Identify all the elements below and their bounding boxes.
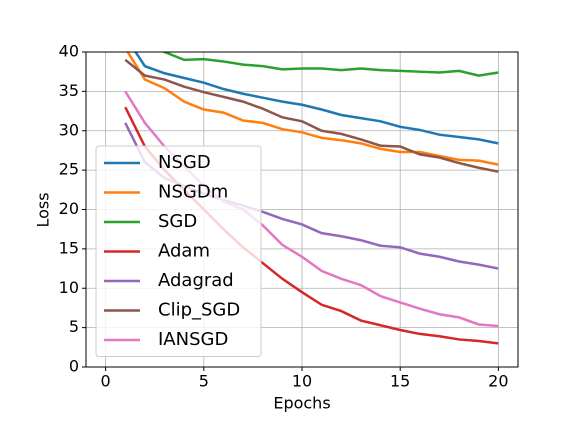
line xyxy=(161,52,499,77)
y-tick-label: 40 xyxy=(59,42,79,61)
line xyxy=(124,58,499,173)
y-tick-label: 15 xyxy=(59,238,79,257)
x-tick-label: 0 xyxy=(101,372,111,391)
legend-label: SGD xyxy=(158,211,197,232)
legend-label: Clip_SGD xyxy=(158,300,240,321)
legend-label: Adam xyxy=(158,241,210,262)
y-tick-label: 25 xyxy=(59,160,79,179)
line xyxy=(126,52,499,166)
legend-label: NSGDm xyxy=(158,182,228,203)
y-tick-label: 30 xyxy=(59,120,79,139)
x-tick-label: 15 xyxy=(390,372,410,391)
plot-frame xyxy=(85,51,519,368)
legend-box xyxy=(95,145,262,357)
x-tick-label: 20 xyxy=(488,372,508,391)
y-tick-label: 5 xyxy=(69,317,79,336)
x-tick-label: 5 xyxy=(199,372,209,391)
y-axis-label: Loss xyxy=(34,192,53,227)
y-tick-label: 20 xyxy=(59,199,79,218)
y-tick-label: 10 xyxy=(59,278,79,297)
y-tick-label: 0 xyxy=(69,357,79,376)
x-tick-label: 10 xyxy=(292,372,312,391)
x-axis-label: Epochs xyxy=(273,394,330,413)
legend-label: NSGD xyxy=(158,152,211,173)
y-tick-label: 35 xyxy=(59,81,79,100)
legend-label: IANSGD xyxy=(158,329,228,350)
legend-label: Adagrad xyxy=(158,270,234,291)
line xyxy=(134,52,499,145)
